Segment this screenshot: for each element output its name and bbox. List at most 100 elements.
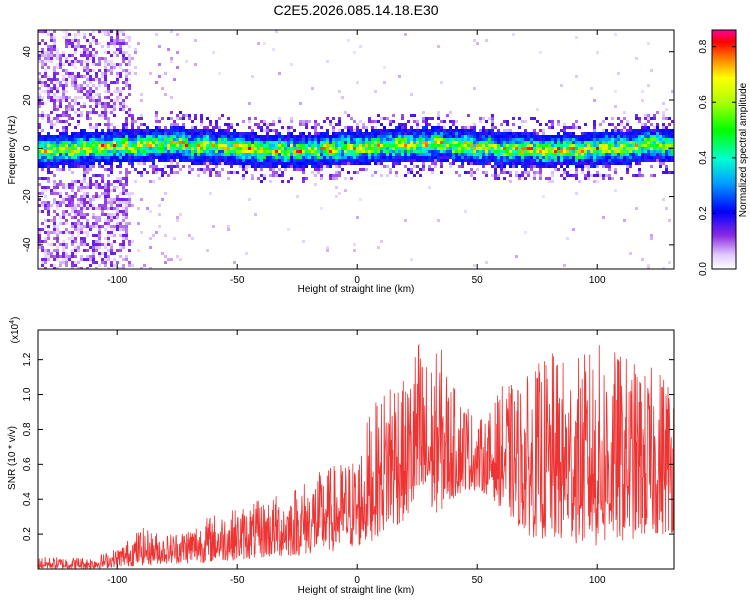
- heatmap-cell: [380, 156, 383, 159]
- heatmap-cell: [128, 156, 131, 159]
- heatmap-cell: [284, 153, 287, 156]
- heatmap-cell: [350, 147, 353, 150]
- heatmap-cell: [95, 249, 98, 252]
- heatmap-cell: [116, 222, 119, 225]
- heatmap-cell: [62, 252, 65, 255]
- heatmap-cell: [308, 156, 311, 159]
- heatmap-cell: [50, 189, 53, 192]
- heatmap-cell: [110, 168, 113, 171]
- heatmap-cell: [635, 135, 638, 138]
- heatmap-cell: [119, 75, 122, 78]
- heatmap-cell: [119, 171, 122, 174]
- heatmap-cell: [620, 177, 623, 180]
- heatmap-cell: [428, 159, 431, 162]
- heatmap-cell: [101, 207, 104, 210]
- heatmap-cell: [38, 192, 41, 195]
- heatmap-cell: [101, 186, 104, 189]
- heatmap-cell: [431, 129, 434, 132]
- heatmap-cell: [437, 156, 440, 159]
- heatmap-cell: [545, 141, 548, 144]
- heatmap-cell: [545, 150, 548, 153]
- heatmap-cell: [377, 156, 380, 159]
- heatmap-cell: [53, 42, 56, 45]
- heatmap-cell: [590, 138, 593, 141]
- heatmap-cell: [122, 144, 125, 147]
- heatmap-cell: [110, 234, 113, 237]
- heatmap-cell: [125, 177, 128, 180]
- heatmap-cell: [92, 246, 95, 249]
- heatmap-cell: [158, 225, 161, 228]
- heatmap-cell: [203, 132, 206, 135]
- heatmap-cell: [335, 186, 338, 189]
- heatmap-cell: [659, 138, 662, 141]
- heatmap-cell: [161, 147, 164, 150]
- heatmap-cell: [614, 189, 617, 192]
- heatmap-cell: [365, 159, 368, 162]
- heatmap-cell: [659, 165, 662, 168]
- heatmap-cell: [116, 210, 119, 213]
- heatmap-cell: [56, 246, 59, 249]
- heatmap-cell: [86, 147, 89, 150]
- heatmap-cell: [149, 246, 152, 249]
- heatmap-cell: [653, 144, 656, 147]
- heatmap-cell: [140, 99, 143, 102]
- heatmap-cell: [41, 129, 44, 132]
- heatmap-cell: [272, 144, 275, 147]
- heatmap-cell: [62, 90, 65, 93]
- heatmap-cell: [83, 195, 86, 198]
- heatmap-cell: [56, 150, 59, 153]
- heatmap-cell: [356, 138, 359, 141]
- heatmap-cell: [437, 147, 440, 150]
- heatmap-cell: [329, 165, 332, 168]
- heatmap-cell: [224, 150, 227, 153]
- heatmap-cell: [422, 117, 425, 120]
- heatmap-cell: [80, 90, 83, 93]
- heatmap-cell: [110, 129, 113, 132]
- x-tick-label: 50: [472, 575, 484, 586]
- heatmap-cell: [353, 51, 356, 54]
- heatmap-cell: [647, 264, 650, 267]
- heatmap-cell: [320, 126, 323, 129]
- heatmap-cell: [278, 147, 281, 150]
- heatmap-cell: [236, 150, 239, 153]
- heatmap-cell: [233, 171, 236, 174]
- heatmap-cell: [398, 153, 401, 156]
- heatmap-cell: [584, 165, 587, 168]
- heatmap-cell: [194, 117, 197, 120]
- heatmap-cell: [374, 141, 377, 144]
- heatmap-cell: [428, 144, 431, 147]
- heatmap-cell: [86, 201, 89, 204]
- heatmap-cell: [437, 138, 440, 141]
- heatmap-cell: [44, 165, 47, 168]
- heatmap-cell: [254, 162, 257, 165]
- heatmap-cell: [530, 168, 533, 171]
- heatmap-cell: [56, 207, 59, 210]
- heatmap-cell: [668, 159, 671, 162]
- heatmap-cell: [260, 168, 263, 171]
- heatmap-cell: [131, 156, 134, 159]
- heatmap-cell: [353, 141, 356, 144]
- heatmap-cell: [395, 129, 398, 132]
- heatmap-cell: [218, 129, 221, 132]
- heatmap-cell: [524, 138, 527, 141]
- heatmap-cell: [200, 153, 203, 156]
- heatmap-cell: [617, 138, 620, 141]
- heatmap-cell: [479, 162, 482, 165]
- heatmap-cell: [278, 141, 281, 144]
- heatmap-cell: [65, 228, 68, 231]
- heatmap-cell: [209, 135, 212, 138]
- heatmap-cell: [518, 135, 521, 138]
- heatmap-cell: [245, 162, 248, 165]
- heatmap-cell: [665, 168, 668, 171]
- heatmap-cell: [47, 48, 50, 51]
- heatmap-cell: [122, 240, 125, 243]
- heatmap-cell: [293, 141, 296, 144]
- heatmap-cell: [386, 156, 389, 159]
- heatmap-cell: [626, 171, 629, 174]
- heatmap-cell: [290, 177, 293, 180]
- heatmap-cell: [197, 144, 200, 147]
- heatmap-cell: [104, 144, 107, 147]
- heatmap-cell: [599, 144, 602, 147]
- heatmap-cell: [92, 204, 95, 207]
- heatmap-cell: [536, 162, 539, 165]
